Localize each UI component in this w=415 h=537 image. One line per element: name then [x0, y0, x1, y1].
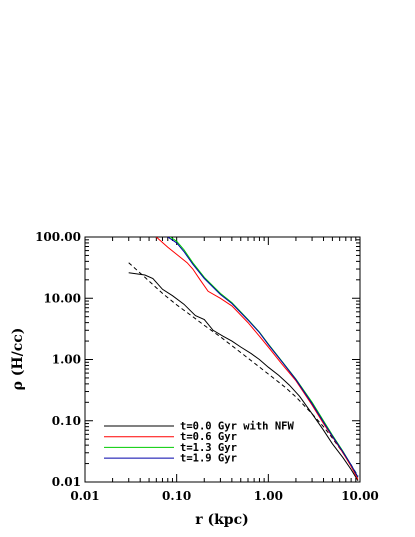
x-tick-label: 1.00 [254, 489, 283, 503]
legend-label: t=1.3 Gyr [180, 442, 237, 454]
series-line-t-1-9-gyr [167, 237, 359, 478]
y-tick-label: 10.00 [43, 291, 81, 305]
y-tick-label: 1.00 [52, 353, 81, 367]
series-line-t-0-0-gyr-with-nfw [128, 272, 359, 481]
y-tick-label: 0.10 [52, 414, 81, 428]
legend-label: t=1.9 Gyr [180, 453, 237, 465]
legend-label: t=0.6 Gyr [180, 431, 237, 443]
x-tick-label: 0.10 [162, 489, 191, 503]
x-tick-label: 10.00 [341, 489, 379, 503]
axis-tick-labels: 0.01 0.10 1.00 10.00 0.01 0.10 1.00 10.00 100.00 [35, 230, 379, 503]
legend-label: t=0.0 Gyr with NFW [180, 421, 294, 433]
y-axis-title: ρ (H/cc) [10, 328, 26, 391]
series-layer [128, 237, 359, 481]
x-axis-title: r (kpc) [195, 512, 249, 528]
x-tick-label: 0.01 [70, 489, 99, 503]
y-tick-label: 100.00 [35, 230, 81, 244]
series-line-nfw [128, 262, 359, 477]
y-tick-label: 0.01 [52, 475, 81, 489]
